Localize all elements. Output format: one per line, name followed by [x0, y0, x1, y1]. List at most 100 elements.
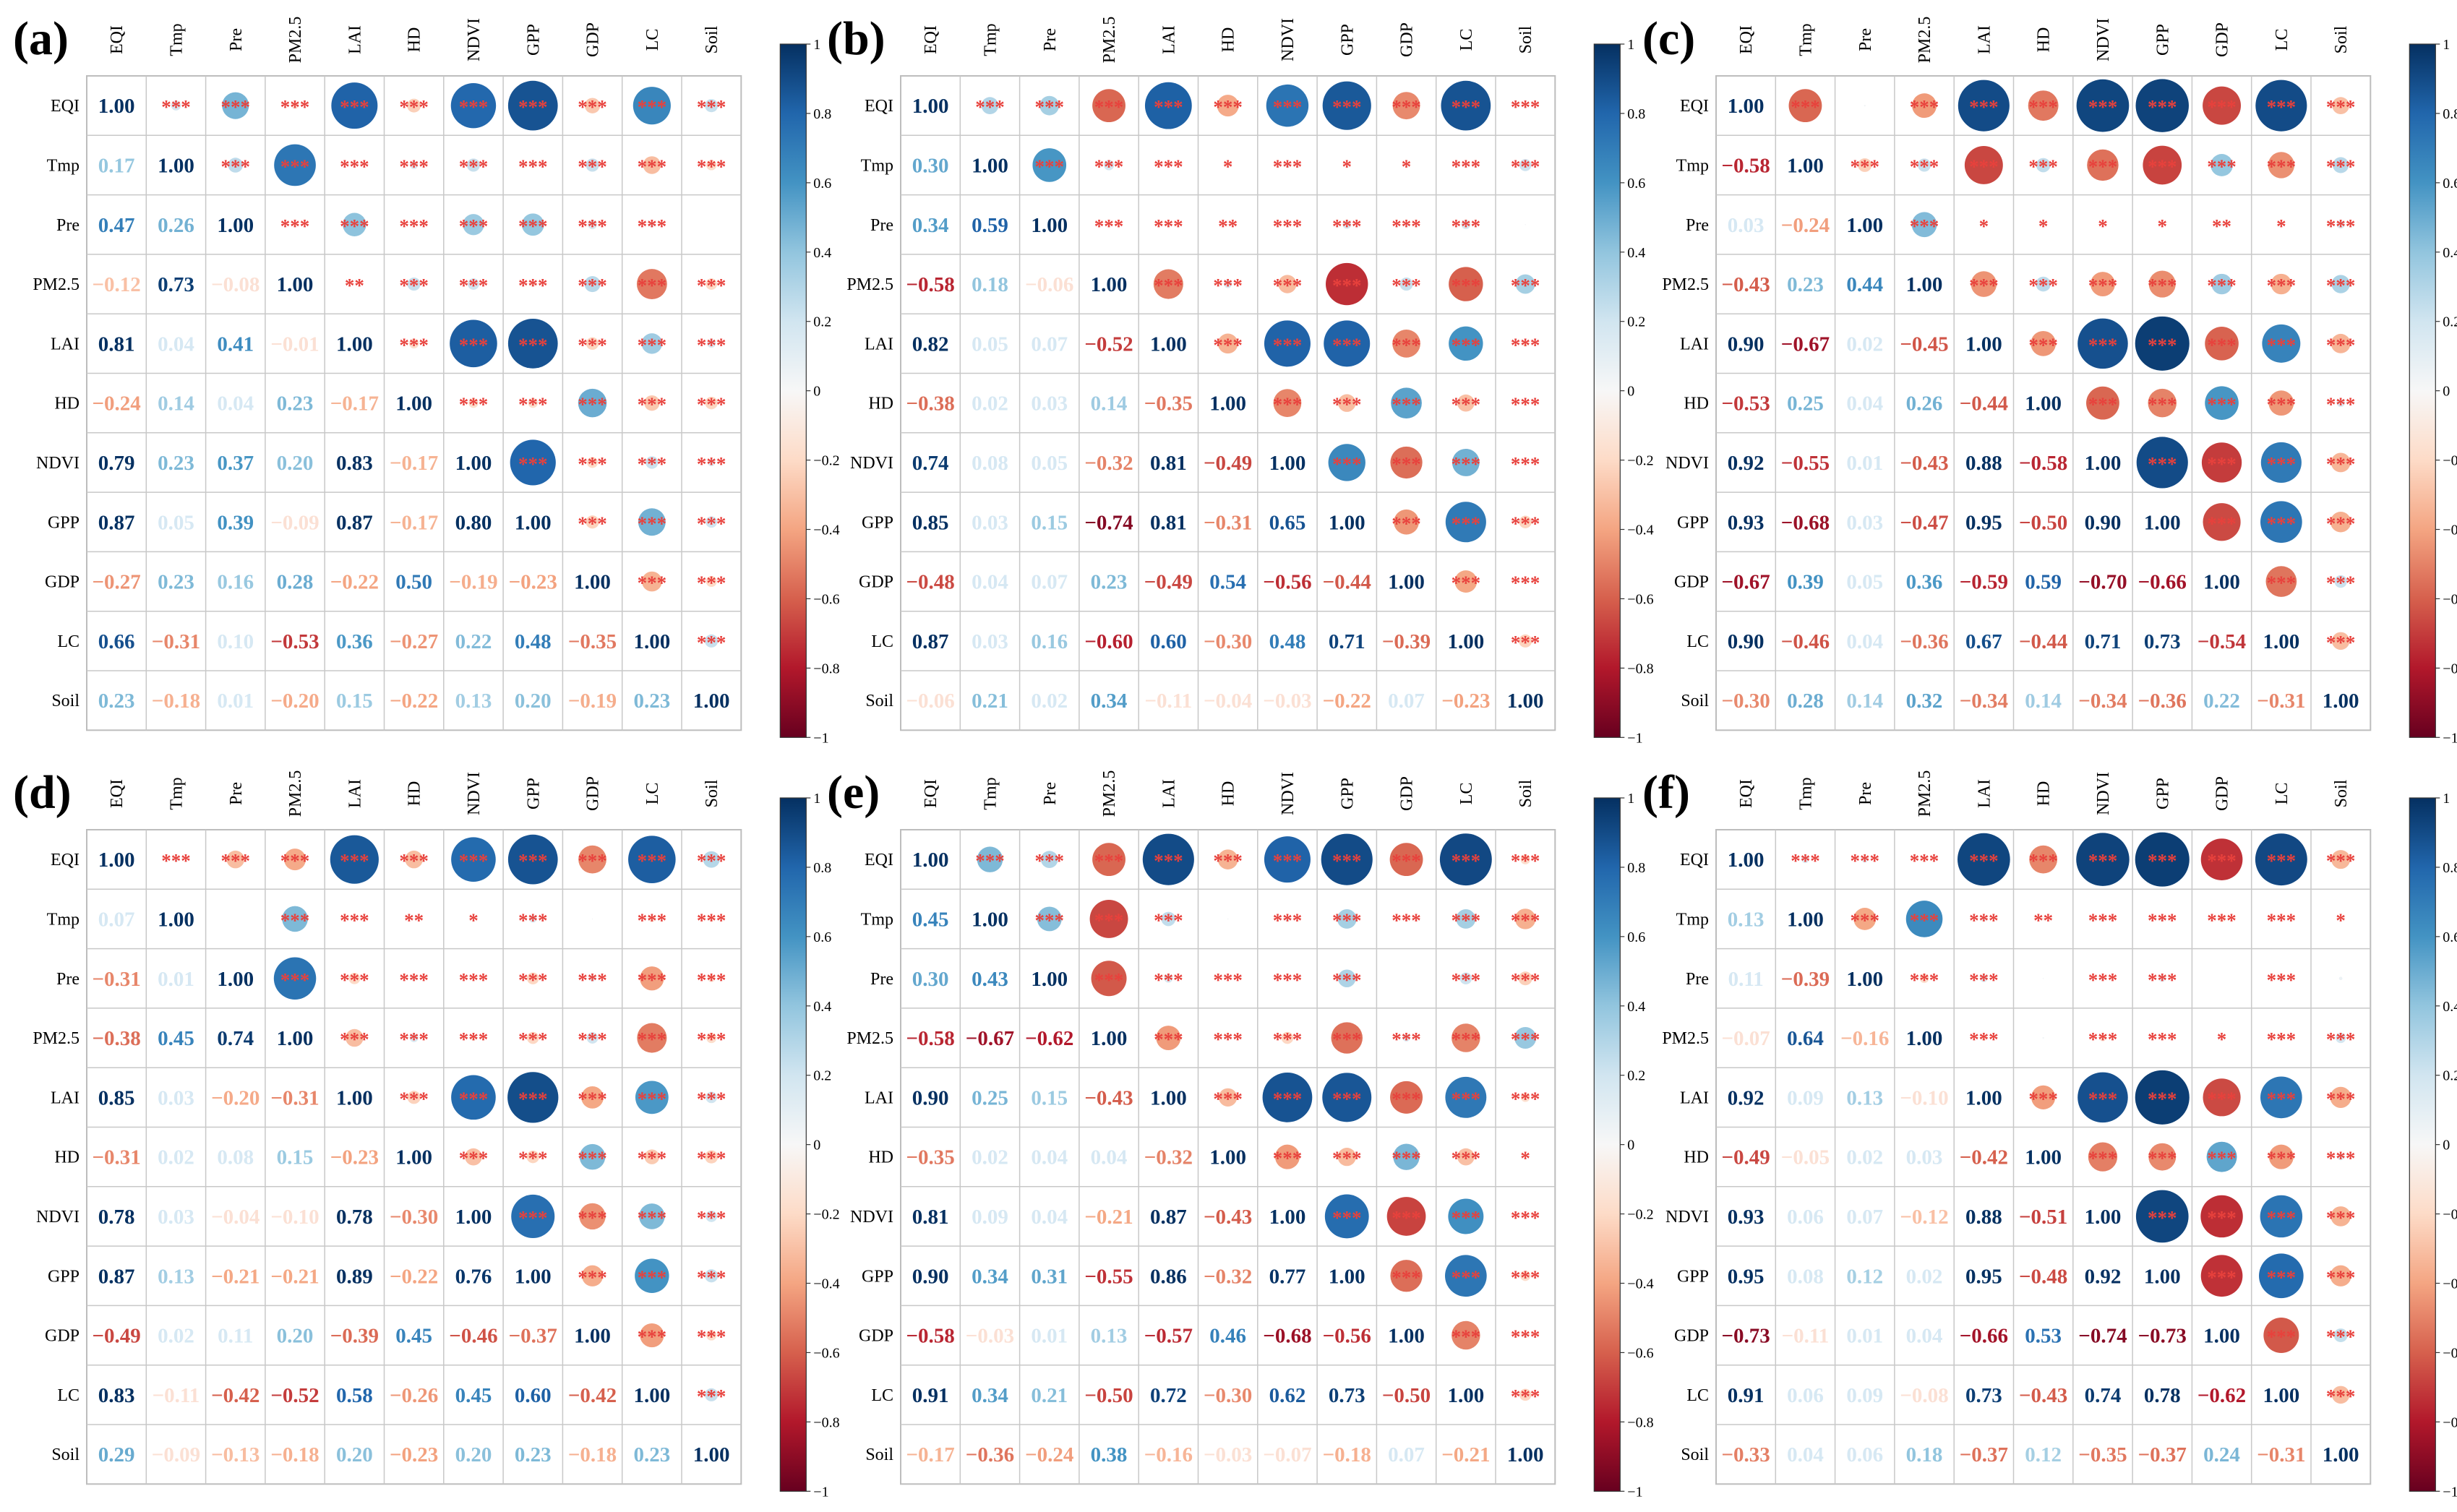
- coefficient-label: 0.20: [277, 452, 314, 475]
- significance-stars: ***: [399, 1028, 429, 1050]
- significance-stars: ***: [1452, 1326, 1481, 1348]
- coefficient-label: −0.44: [1960, 392, 2008, 416]
- coefficient-label: 0.31: [1031, 1265, 1068, 1288]
- correlation-circle: [1285, 916, 1290, 922]
- diagonal-label: 1.00: [1965, 332, 2002, 356]
- row-label: LAI: [865, 335, 893, 353]
- correlation-circle: [1980, 974, 1988, 982]
- correlation-circle: [977, 846, 1003, 872]
- correlation-circle: [2042, 1036, 2044, 1039]
- coefficient-label: 0.90: [2085, 511, 2122, 534]
- correlation-circle: [2279, 917, 2284, 921]
- correlation-circle: [706, 1032, 717, 1044]
- diagonal-label: 1.00: [633, 1384, 670, 1407]
- correlation-circle: [640, 966, 664, 991]
- significance-stars: ***: [1452, 275, 1481, 296]
- correlation-circle: [1861, 856, 1869, 863]
- column-label: Pre: [227, 782, 246, 805]
- correlation-circle: [1519, 159, 1532, 171]
- coefficient-label: −0.68: [1263, 1325, 1311, 1348]
- coefficient-label: 0.28: [277, 571, 314, 594]
- correlation-circle: [1092, 89, 1125, 123]
- correlation-circle: [706, 278, 718, 290]
- coefficient-label: −0.19: [449, 571, 497, 594]
- correlation-circle: [2220, 1036, 2224, 1039]
- diagonal-label: 1.00: [2144, 511, 2181, 534]
- coefficient-label: −0.67: [966, 1027, 1014, 1050]
- correlation-circle: [1405, 918, 1407, 920]
- coefficient-label: −0.48: [906, 571, 955, 594]
- diagonal-label: 1.00: [574, 1325, 611, 1348]
- significance-stars: ***: [1910, 909, 1939, 931]
- diagonal-label: 1.00: [1965, 1086, 2002, 1109]
- significance-stars: ***: [578, 394, 607, 416]
- row-label: GPP: [48, 513, 80, 532]
- correlation-circle: [1390, 446, 1423, 479]
- row-label: GDP: [1674, 573, 1709, 592]
- coefficient-label: −0.30: [1204, 630, 1252, 653]
- coefficient-label: −0.22: [390, 1265, 438, 1288]
- significance-stars: ***: [697, 632, 726, 653]
- column-label: Tmp: [1796, 777, 1815, 809]
- coefficient-label: −0.09: [152, 1443, 200, 1466]
- colorbar-tick-label: −1: [2443, 1484, 2457, 1500]
- diagonal-label: 1.00: [1846, 214, 1883, 237]
- significance-stars: ***: [1511, 96, 1540, 118]
- significance-stars: ***: [2267, 1148, 2297, 1169]
- coefficient-label: 0.07: [98, 908, 135, 931]
- significance-stars: ***: [1969, 909, 1999, 931]
- correlation-circle: [2135, 1070, 2190, 1125]
- correlation-circle: [507, 1072, 559, 1123]
- correlation-circle: [2218, 916, 2225, 922]
- significance-stars: ***: [1154, 275, 1183, 296]
- correlation-circle: [1390, 1260, 1423, 1292]
- diagonal-label: 1.00: [2085, 452, 2122, 475]
- correlation-circle: [1922, 857, 1926, 862]
- coefficient-label: 0.23: [158, 452, 194, 475]
- colorbar-tick-label: −1: [813, 730, 828, 746]
- coefficient-label: −0.49: [1144, 571, 1193, 594]
- significance-stars: ***: [1154, 1028, 1183, 1050]
- correlation-circle: [1520, 854, 1530, 864]
- coefficient-label: −0.04: [211, 1206, 260, 1229]
- correlation-circle: [1983, 223, 1985, 225]
- coefficient-label: −0.21: [1084, 1206, 1133, 1229]
- significance-stars: ***: [1452, 1148, 1481, 1169]
- significance-stars: *: [2336, 909, 2346, 931]
- significance-stars: ***: [280, 96, 310, 118]
- diagonal-label: 1.00: [455, 452, 492, 475]
- column-label: LC: [2273, 783, 2291, 805]
- column-label: GPP: [1338, 778, 1357, 809]
- coefficient-label: −0.36: [966, 1443, 1014, 1466]
- significance-stars: ***: [459, 1088, 489, 1109]
- correlation-circle: [407, 277, 421, 291]
- significance-stars: ***: [2148, 453, 2177, 475]
- panel-d: (d) EQI EQI Tmp Tmp Pre Pre PM2.5 PM2.5 LAI LAI HD H…: [13, 766, 840, 1500]
- coefficient-label: 0.91: [1728, 1384, 1765, 1407]
- significance-stars: ***: [221, 155, 251, 177]
- coefficient-label: 0.13: [455, 690, 492, 713]
- significance-stars: ***: [1392, 453, 1421, 475]
- coefficient-label: 0.13: [158, 1265, 194, 1288]
- coefficient-label: −0.30: [1204, 1384, 1252, 1407]
- coefficient-label: −0.35: [906, 1146, 955, 1169]
- coefficient-label: −0.07: [1263, 1443, 1311, 1466]
- significance-stars: ***: [2028, 96, 2058, 118]
- correlation-circle: [1971, 271, 1997, 297]
- significance-stars: ***: [2326, 850, 2356, 872]
- coefficient-label: −0.58: [2019, 452, 2067, 475]
- row-label: GPP: [1677, 513, 1709, 532]
- correlation-circle: [171, 100, 181, 111]
- column-label: GPP: [2153, 778, 2172, 809]
- significance-stars: *: [2038, 215, 2049, 237]
- correlation-circle: [1389, 843, 1423, 877]
- coefficient-label: −0.08: [1900, 1384, 1948, 1407]
- significance-stars: ***: [697, 453, 726, 475]
- correlation-circle: [2042, 223, 2045, 226]
- row-label: LC: [871, 632, 893, 651]
- coefficient-label: −0.45: [1900, 332, 1948, 356]
- correlation-circle: [1864, 104, 1866, 107]
- coefficient-label: 0.92: [1728, 1086, 1765, 1109]
- significance-stars: ***: [2267, 394, 2297, 416]
- coefficient-label: 0.03: [972, 630, 1008, 653]
